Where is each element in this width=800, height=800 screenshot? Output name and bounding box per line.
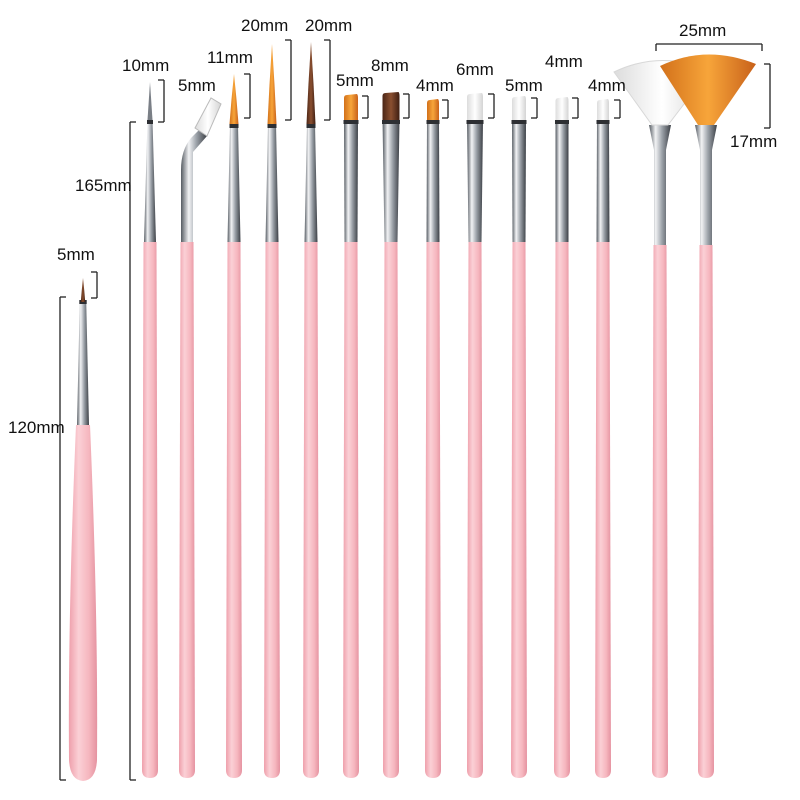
dotting-tool-ferrule <box>77 300 89 425</box>
fan-brush-white-handle <box>652 245 668 778</box>
fan-brush-orange-handle <box>698 245 714 778</box>
brush-9-tip <box>467 93 483 120</box>
brush-12-tip-label: 4mm <box>588 76 626 95</box>
brush-10-tip-label: 5mm <box>505 76 543 95</box>
brush-1-tip <box>147 82 153 120</box>
brush-12-handle <box>595 242 611 778</box>
brush-11-tip-label: 4mm <box>545 52 583 71</box>
fan-brush-orange-fan-tip <box>660 54 756 125</box>
fan-brush-white-ferrule <box>649 125 671 245</box>
brush-9-ferrule <box>467 120 483 242</box>
dotting-tool-tip <box>80 278 86 302</box>
brush-7-tip <box>382 92 400 120</box>
brush-11-handle <box>554 242 570 778</box>
brush-11-ferrule <box>555 120 569 242</box>
brush-10-tip <box>512 96 526 120</box>
brush-5-ferrule <box>304 124 318 242</box>
brush-1-handle <box>142 242 158 778</box>
brush-6-handle <box>343 242 359 778</box>
brush-12-tip <box>597 99 609 120</box>
brush-11-tip <box>555 97 569 120</box>
brush-3-tip <box>229 74 239 124</box>
dotting-length-label: 120mm <box>8 418 65 437</box>
brush-1-ferrule <box>144 120 156 242</box>
brush-8-ferrule <box>426 120 440 242</box>
brush-2-tip <box>194 97 222 137</box>
fan-height-label: 17mm <box>730 132 777 151</box>
brush-3-handle <box>226 242 242 778</box>
dotting-tip-label: 5mm <box>57 245 95 264</box>
brush-7-ferrule <box>382 120 400 242</box>
brush-1-tip-label: 10mm <box>122 56 169 75</box>
fan-width-label: 25mm <box>679 21 726 40</box>
brush-2-ferrule <box>181 128 207 242</box>
brush-8-tip <box>427 99 439 120</box>
brush-4-ferrule <box>265 124 279 242</box>
brush-2-handle <box>179 242 195 778</box>
dotting-tool-body <box>68 425 98 781</box>
brush-8-handle <box>425 242 441 778</box>
brush-3-tip-label: 11mm <box>207 48 253 67</box>
brush-7-tip-label: 8mm <box>371 56 409 75</box>
brush-2-tip-label: 5mm <box>178 76 216 95</box>
brush-4-tip-label: 20mm <box>241 16 288 35</box>
brush-6-tip <box>344 94 358 120</box>
brush-7-handle <box>383 242 399 778</box>
brush-4-tip <box>267 44 277 124</box>
brush-3-ferrule <box>227 124 241 242</box>
fan-brush-orange-ferrule <box>695 125 717 245</box>
brush-4-handle <box>264 242 280 778</box>
brush-10-handle <box>511 242 527 778</box>
brush-9-handle <box>467 242 483 778</box>
brush-6-tip-label: 5mm <box>336 71 374 90</box>
brush-9-tip-label: 6mm <box>456 60 494 79</box>
brush-5-tip-label: 20mm <box>305 16 352 35</box>
brush-10-ferrule <box>512 120 526 242</box>
brush-6-ferrule <box>344 120 358 242</box>
brush-5-handle <box>303 242 319 778</box>
brush-8-tip-label: 4mm <box>416 76 454 95</box>
brush-5-tip <box>306 42 316 124</box>
brush-length-label: 165mm <box>75 176 132 195</box>
brush-12-ferrule <box>596 120 610 242</box>
